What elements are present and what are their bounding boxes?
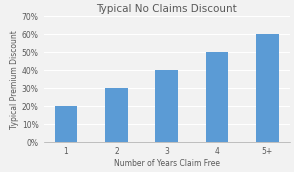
Bar (55, 106, 77, 142)
Y-axis label: Typical Premium Discount: Typical Premium Discount (10, 30, 19, 129)
Title: Typical No Claims Discount: Typical No Claims Discount (96, 4, 237, 14)
Bar (105, 88, 128, 142)
Bar (206, 52, 228, 142)
X-axis label: Number of Years Claim Free: Number of Years Claim Free (114, 159, 220, 168)
Bar (155, 70, 178, 142)
Bar (256, 34, 279, 142)
